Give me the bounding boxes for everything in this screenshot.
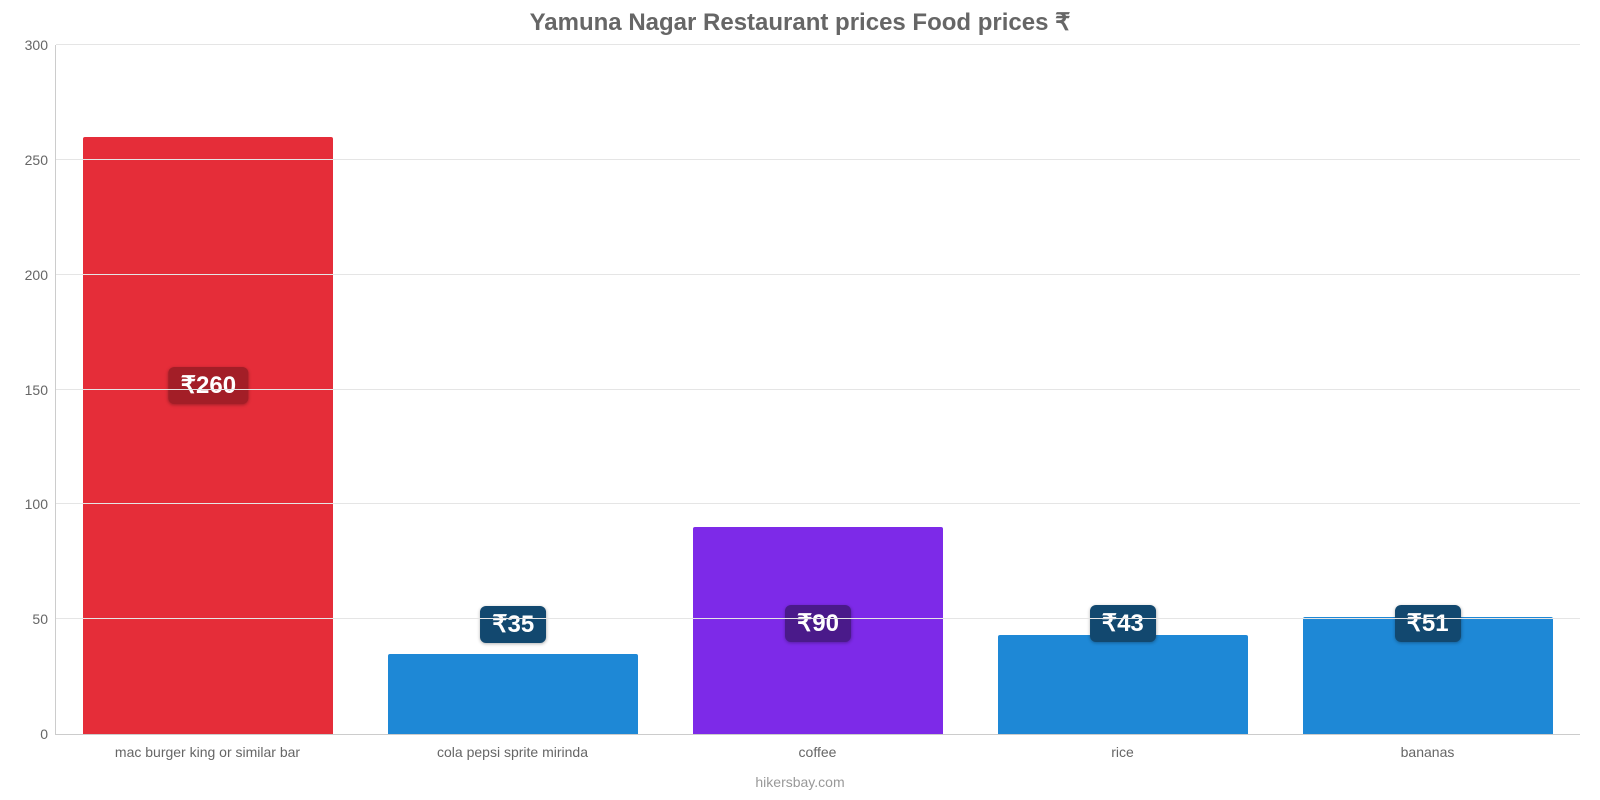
bar-slot: ₹51 bbox=[1275, 45, 1580, 734]
bar-slot: ₹90 bbox=[666, 45, 971, 734]
gridline bbox=[56, 389, 1580, 390]
gridline bbox=[56, 159, 1580, 160]
bar: ₹51 bbox=[1303, 617, 1553, 734]
x-tick-label: mac burger king or similar bar bbox=[55, 744, 360, 760]
y-tick-label: 0 bbox=[40, 726, 56, 742]
bar-slot: ₹260 bbox=[56, 45, 361, 734]
gridline bbox=[56, 618, 1580, 619]
bar-value-badge: ₹35 bbox=[480, 606, 546, 643]
y-tick-label: 50 bbox=[32, 611, 56, 627]
bars-row: ₹260 ₹35 ₹90 ₹43 ₹51 bbox=[56, 45, 1580, 734]
x-axis: mac burger king or similar barcola pepsi… bbox=[55, 744, 1580, 760]
chart-title: Yamuna Nagar Restaurant prices Food pric… bbox=[0, 8, 1600, 37]
bar: ₹90 bbox=[693, 527, 943, 734]
bar-slot: ₹35 bbox=[361, 45, 666, 734]
x-tick-label: bananas bbox=[1275, 744, 1580, 760]
y-tick-label: 300 bbox=[25, 37, 56, 53]
attribution-text: hikersbay.com bbox=[0, 774, 1600, 790]
chart-container: Yamuna Nagar Restaurant prices Food pric… bbox=[0, 0, 1600, 800]
x-tick-label: rice bbox=[970, 744, 1275, 760]
bar-value-badge: ₹90 bbox=[785, 605, 851, 642]
plot-area: ₹260₹35₹90₹43₹51 050100150200250300 bbox=[55, 45, 1580, 735]
bar: ₹43 bbox=[998, 635, 1248, 734]
gridline bbox=[56, 503, 1580, 504]
y-tick-label: 150 bbox=[25, 382, 56, 398]
bar: ₹35 bbox=[388, 654, 638, 734]
gridline bbox=[56, 44, 1580, 45]
y-tick-label: 250 bbox=[25, 152, 56, 168]
x-tick-label: coffee bbox=[665, 744, 970, 760]
x-tick-label: cola pepsi sprite mirinda bbox=[360, 744, 665, 760]
y-tick-label: 100 bbox=[25, 496, 56, 512]
bar-value-badge: ₹43 bbox=[1090, 605, 1156, 642]
bar-slot: ₹43 bbox=[970, 45, 1275, 734]
gridline bbox=[56, 274, 1580, 275]
bar: ₹260 bbox=[83, 137, 333, 734]
bar-value-badge: ₹51 bbox=[1395, 605, 1461, 642]
y-tick-label: 200 bbox=[25, 267, 56, 283]
bar-value-badge: ₹260 bbox=[169, 367, 248, 404]
